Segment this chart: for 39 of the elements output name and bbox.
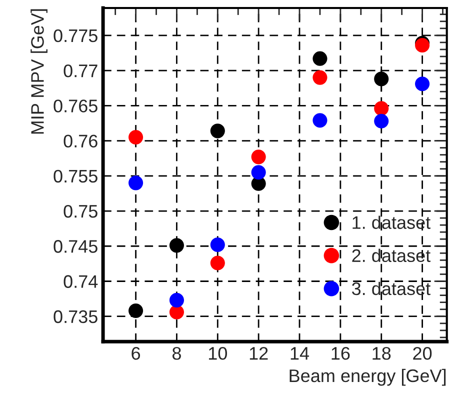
x-tick-label: 8 [172, 346, 181, 360]
point [312, 70, 328, 85]
point [312, 113, 328, 128]
point [312, 51, 328, 66]
y-tick-label: 0.76 [64, 134, 98, 148]
point [374, 72, 389, 86]
point [415, 76, 430, 92]
x-tick-label: 20 [413, 346, 432, 360]
y-tick-label: 0.75 [64, 204, 98, 218]
x-tick-label: 10 [208, 346, 227, 360]
point [128, 176, 144, 190]
y-tick-label: 0.755 [54, 170, 98, 183]
point [210, 256, 225, 270]
y-tick-label: 0.765 [54, 100, 98, 112]
point [251, 165, 266, 180]
legend-label: 1. dataset [352, 216, 430, 229]
x-axis-title: Beam energy [GeV] [290, 368, 446, 386]
y-tick-label: 0.735 [54, 310, 98, 324]
y-tick-label: 0.745 [54, 240, 98, 253]
x-tick-label: 6 [132, 346, 140, 360]
point [374, 101, 389, 116]
y-tick-label: 0.74 [64, 275, 98, 288]
point [169, 292, 184, 308]
x-tick-label: 18 [372, 346, 391, 360]
x-tick-label: 16 [332, 346, 350, 360]
point [169, 238, 184, 253]
point [210, 124, 225, 138]
point [128, 130, 144, 145]
point [210, 237, 225, 252]
x-tick-label: 12 [250, 346, 268, 360]
point [128, 303, 144, 318]
y-tick-label: 0.775 [54, 29, 98, 42]
y-axis-title: MIP MPV [GeV] [30, 9, 48, 134]
legend-label: 3. dataset [352, 282, 430, 296]
point [374, 114, 389, 128]
y-tick-label: 0.77 [64, 64, 98, 78]
legend-label: 2. dataset [352, 248, 430, 262]
point [251, 150, 266, 164]
x-tick-label: 14 [290, 347, 310, 360]
